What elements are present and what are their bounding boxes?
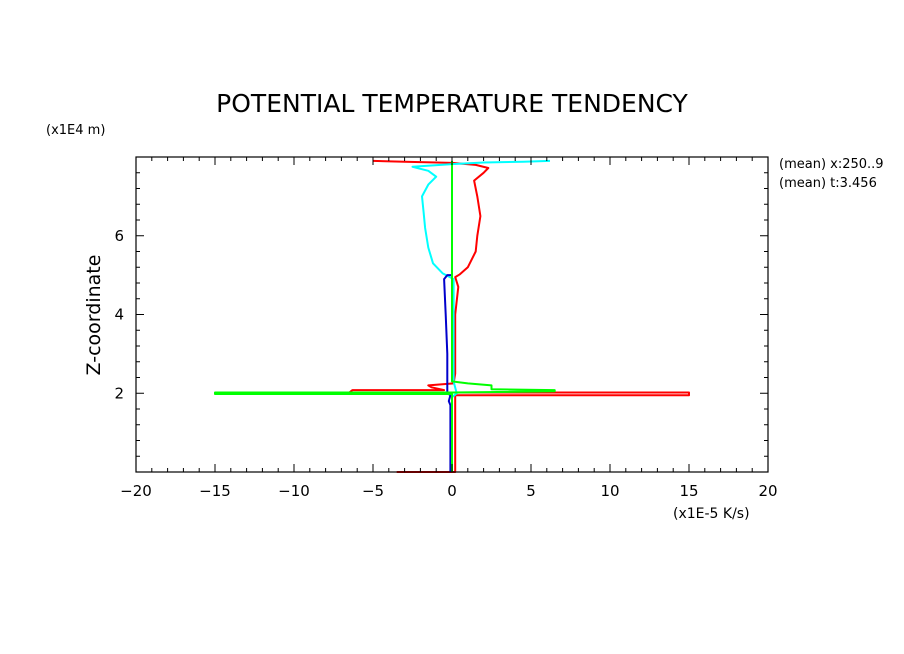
y-tick-label: 4 (114, 306, 124, 324)
series-line-4 (214, 160, 556, 472)
x-tick-label: 0 (447, 482, 457, 500)
series-line-2 (411, 159, 551, 472)
y-axis-label: Z-coordinate (83, 255, 105, 376)
annotation-mean-x: (mean) x:250..9 (779, 157, 884, 172)
x-tick-label: −10 (278, 482, 310, 500)
plot-frame (135, 156, 769, 473)
series-line-1 (348, 159, 690, 473)
series-line-3 (443, 274, 452, 472)
y-tick-label: 2 (114, 384, 124, 402)
y-tick-label: 6 (114, 227, 124, 245)
x-tick-label: 5 (526, 482, 536, 500)
x-tick-label: −20 (120, 482, 152, 500)
x-tick-label: −5 (362, 482, 384, 500)
x-tick-label: 20 (758, 482, 777, 500)
annotation-mean-t: (mean) t:3.456 (779, 176, 877, 191)
x-tick-label: −15 (199, 482, 231, 500)
series-layer (214, 159, 690, 473)
x-axis-label: (x1E-5 K/s) (673, 506, 750, 522)
x-tick-label: 15 (679, 482, 698, 500)
chart-title: POTENTIAL TEMPERATURE TENDENCY (216, 89, 688, 118)
y-axis-unit: (x1E4 m) (46, 123, 105, 138)
x-tick-label: 10 (600, 482, 619, 500)
